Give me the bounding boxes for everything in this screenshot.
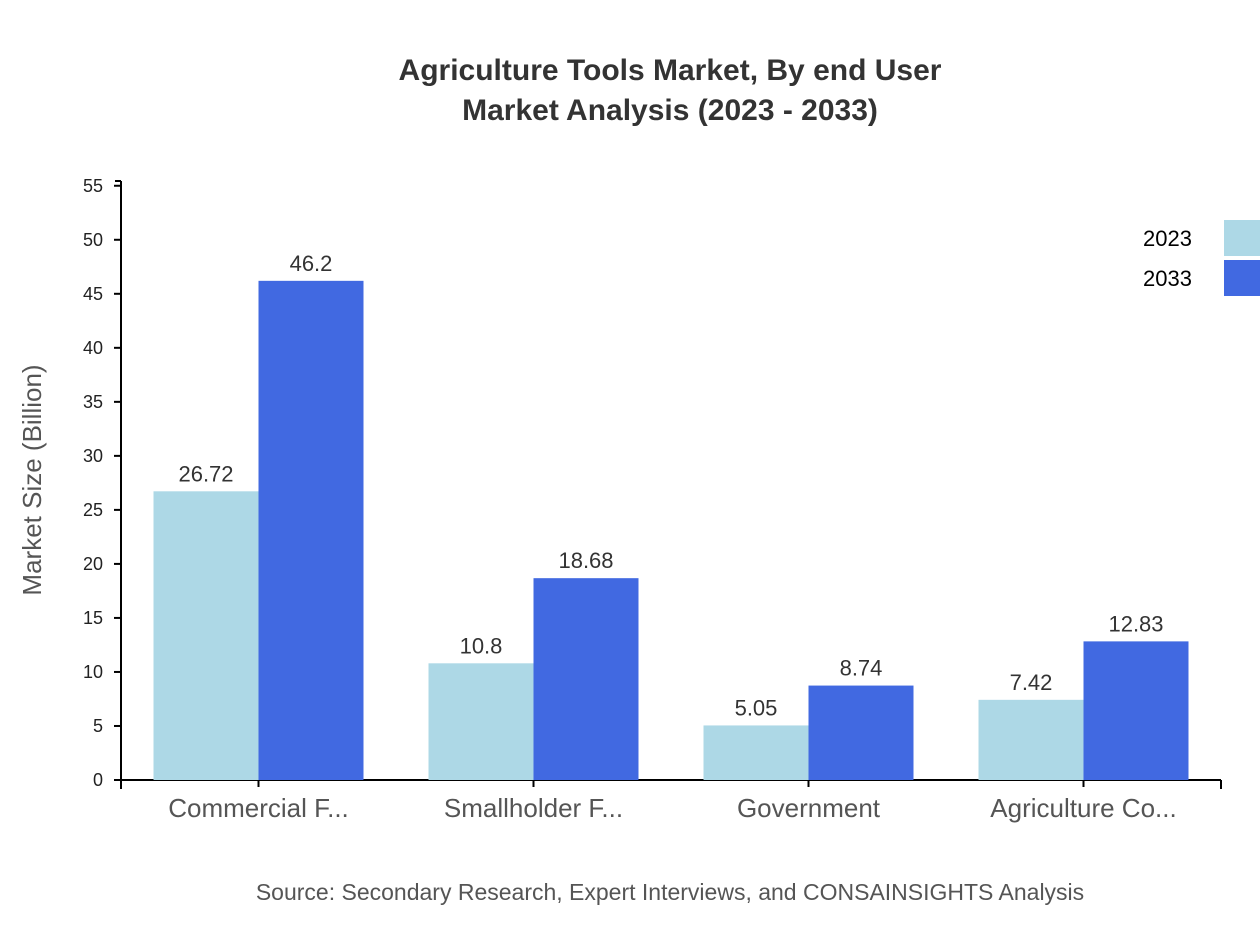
bar-2033 <box>808 685 914 780</box>
chart-title-line-1: Agriculture Tools Market, By end User <box>399 54 942 87</box>
y-tick-label: 50 <box>83 230 103 250</box>
data-label: 10.8 <box>460 633 503 658</box>
bar-2023 <box>153 491 259 780</box>
y-tick-label: 45 <box>83 284 103 304</box>
data-label: 18.68 <box>558 548 613 573</box>
y-tick-label: 20 <box>83 554 103 574</box>
legend-swatch <box>1224 220 1260 256</box>
x-tick-label: Agriculture Co... <box>990 793 1176 823</box>
source-note: Source: Secondary Research, Expert Inter… <box>256 879 1084 905</box>
x-tick-label: Government <box>737 793 881 823</box>
y-axis: 0 5 10 15 20 25 30 35 40 45 50 55 <box>83 176 122 790</box>
y-tick-label: 55 <box>83 176 103 196</box>
y-axis-label: Market Size (Billion) <box>17 364 47 595</box>
y-tick-label: 25 <box>83 500 103 520</box>
y-tick-label: 10 <box>83 662 103 682</box>
legend-label: 2033 <box>1143 266 1192 291</box>
bar-2033 <box>533 578 639 780</box>
bar-2023 <box>703 725 809 780</box>
data-label: 8.74 <box>840 656 883 681</box>
y-tick-label: 40 <box>83 338 103 358</box>
data-label: 5.05 <box>735 695 778 720</box>
bar-2033 <box>1083 641 1189 780</box>
x-tick-label: Commercial F... <box>168 793 349 823</box>
legend-label: 2023 <box>1143 226 1192 251</box>
bars: 26.72 46.2 10.8 18.68 5.05 8.74 7.42 12.83 <box>153 251 1189 780</box>
y-tick-label: 35 <box>83 392 103 412</box>
y-tick-label: 15 <box>83 608 103 628</box>
x-tick-label: Smallholder F... <box>444 793 623 823</box>
data-label: 7.42 <box>1010 670 1053 695</box>
chart-title-line-2: Market Analysis (2023 - 2033) <box>462 94 878 127</box>
y-tick-label: 30 <box>83 446 103 466</box>
data-label: 12.83 <box>1108 611 1163 636</box>
bar-2023 <box>978 699 1084 780</box>
x-axis: Commercial F... Smallholder F... Governmen… <box>120 779 1222 823</box>
bar-2033 <box>258 280 364 780</box>
y-tick-label: 5 <box>93 716 103 736</box>
legend: 2023 2033 <box>1143 220 1260 296</box>
data-label: 26.72 <box>178 461 233 486</box>
data-label: 46.2 <box>290 251 333 276</box>
y-tick-label: 0 <box>93 770 103 790</box>
legend-swatch <box>1224 260 1260 296</box>
bar-2023 <box>428 663 534 780</box>
